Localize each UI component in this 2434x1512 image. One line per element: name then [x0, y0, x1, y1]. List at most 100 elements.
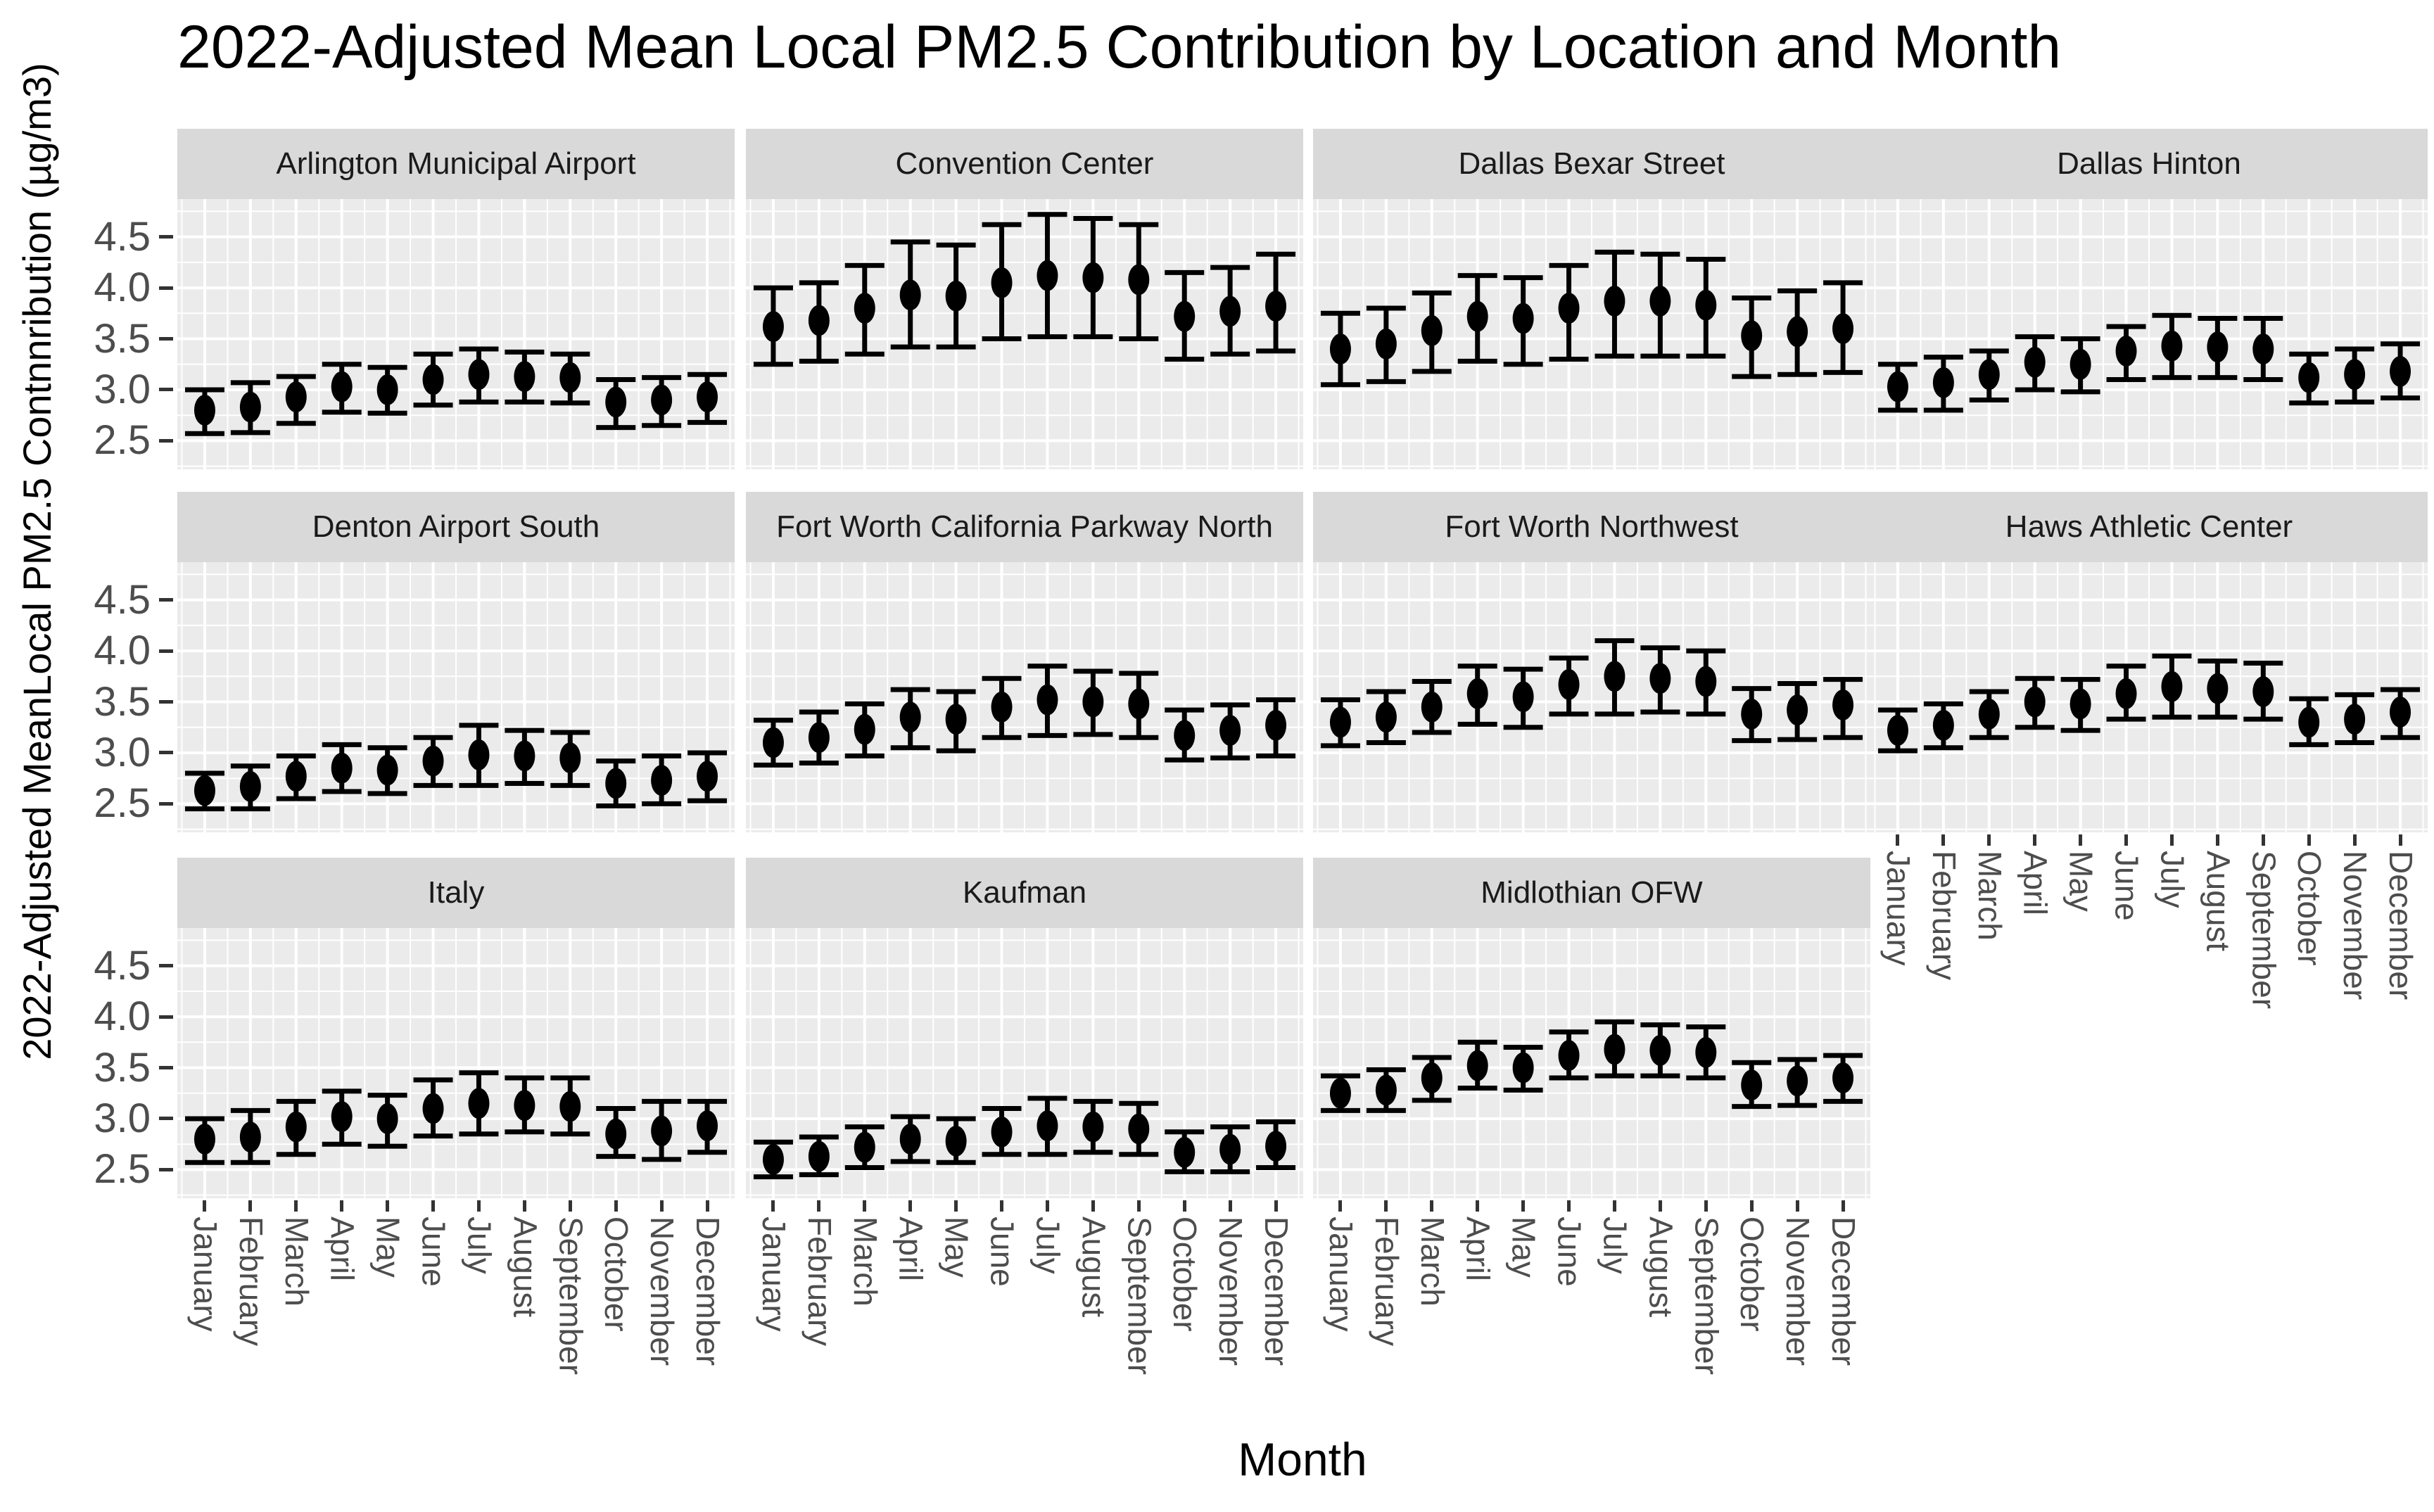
pointrange-december — [1256, 1119, 1296, 1171]
x-tick-label-april: April — [324, 1216, 361, 1282]
point-marker — [2207, 673, 2229, 704]
pointrange-march — [844, 262, 885, 357]
pointrange-november — [1210, 1124, 1250, 1174]
point-marker — [2024, 346, 2046, 378]
x-tick-label-august: August — [2200, 851, 2237, 952]
pointrange-june — [982, 1105, 1022, 1157]
point-marker — [697, 381, 718, 413]
y-tick-3.0 — [159, 751, 173, 755]
grid-minor — [1313, 199, 1870, 469]
pointrange-june — [2106, 663, 2146, 722]
pointrange-october — [2289, 351, 2329, 406]
y-tick-label-3.0: 3.0 — [94, 729, 151, 775]
x-tick-december — [705, 1200, 709, 1212]
x-tick-november — [1795, 1200, 1799, 1212]
pointrange-august — [505, 349, 545, 405]
x-tick-june — [2124, 834, 2129, 846]
pointrange-may — [1503, 275, 1543, 367]
point-marker — [2207, 331, 2229, 363]
grid-major — [1870, 562, 2428, 832]
point-marker — [1558, 668, 1580, 700]
pointrange-september — [1119, 1100, 1159, 1157]
facet-strip-convention-center: Convention Center — [746, 129, 1303, 199]
point-marker — [331, 1101, 353, 1133]
point-marker — [1932, 709, 1954, 741]
pointrange-march — [844, 701, 885, 758]
point-marker — [945, 280, 967, 312]
facet-panel-haws-athletic-center — [1870, 562, 2428, 832]
point-marker — [1604, 661, 1625, 692]
y-tick-3.5 — [159, 337, 173, 341]
pointrange-november — [2335, 346, 2375, 405]
pointrange-october — [596, 758, 636, 808]
x-tick-january — [203, 1200, 207, 1212]
grid-minor — [177, 562, 735, 832]
x-tick-label-october: October — [598, 1216, 635, 1332]
point-marker — [1512, 1052, 1534, 1084]
facet-panel-arlington-municipal-airport — [177, 199, 735, 469]
pointrange-may — [1503, 666, 1543, 730]
point-marker — [1741, 698, 1763, 730]
point-marker — [1558, 293, 1580, 324]
point-marker — [2161, 330, 2183, 362]
point-marker — [239, 770, 261, 802]
y-tick-4.5 — [159, 598, 173, 602]
pointrange-april — [890, 1114, 930, 1164]
pointrange-april — [890, 239, 930, 350]
y-tick-label-4.5: 4.5 — [94, 576, 151, 623]
pointrange-february — [230, 763, 270, 812]
x-tick-label-february: February — [232, 1216, 270, 1347]
facet-panel-fort-worth-california-parkway-north — [746, 562, 1303, 832]
pointrange-november — [2335, 692, 2375, 745]
facet-strip-label-italy: Italy — [427, 875, 485, 910]
x-tick-april — [1476, 1200, 1480, 1212]
x-tick-november — [2352, 834, 2357, 846]
y-tick-label-2.5: 2.5 — [94, 417, 151, 464]
point-marker — [1695, 289, 1717, 321]
point-marker — [651, 765, 673, 796]
facet-strip-label-convention-center: Convention Center — [895, 146, 1154, 181]
x-tick-february — [248, 1200, 253, 1212]
point-marker — [2024, 686, 2046, 718]
facet-panel-kaufman — [746, 928, 1303, 1198]
pointrange-june — [2106, 324, 2146, 382]
x-tick-label-april: April — [892, 1216, 930, 1282]
point-marker — [1329, 706, 1351, 738]
point-marker — [1037, 260, 1058, 291]
grid-minor — [177, 928, 735, 1198]
pointrange-may — [367, 1093, 407, 1149]
facet-strip-label-denton-airport-south: Denton Airport South — [312, 509, 600, 544]
point-marker — [2344, 359, 2366, 390]
pointrange-august — [1073, 1098, 1113, 1155]
y-tick-label-3.0: 3.0 — [94, 366, 151, 412]
pointrange-january — [184, 770, 224, 812]
point-marker — [1887, 715, 1908, 747]
pointrange-march — [1969, 689, 2009, 740]
point-marker — [376, 1103, 398, 1134]
pointrange-august — [1640, 1022, 1680, 1079]
pointrange-december — [1823, 677, 1863, 740]
chart-title: 2022-Adjusted Mean Local PM2.5 Contribut… — [177, 13, 2062, 81]
point-marker — [991, 1116, 1013, 1148]
pointrange-may — [1503, 1045, 1543, 1093]
point-marker — [331, 371, 353, 402]
x-tick-label-november: November — [1780, 1216, 1817, 1366]
point-marker — [239, 1122, 261, 1153]
point-marker — [651, 1115, 673, 1147]
y-tick-4.5 — [159, 964, 173, 968]
point-marker — [331, 752, 353, 784]
grid-minor — [1313, 562, 1870, 832]
point-marker — [2161, 671, 2183, 702]
point-marker — [1265, 291, 1287, 322]
point-marker — [899, 701, 921, 733]
point-marker — [1128, 1113, 1150, 1145]
pointrange-november — [1777, 288, 1818, 377]
x-tick-label-april: April — [2017, 851, 2054, 916]
point-marker — [2390, 355, 2411, 387]
x-tick-july — [2169, 834, 2174, 846]
pointrange-june — [413, 735, 453, 788]
x-tick-february — [1384, 1200, 1388, 1212]
x-tick-august — [1658, 1200, 1662, 1212]
point-marker — [1082, 262, 1104, 293]
